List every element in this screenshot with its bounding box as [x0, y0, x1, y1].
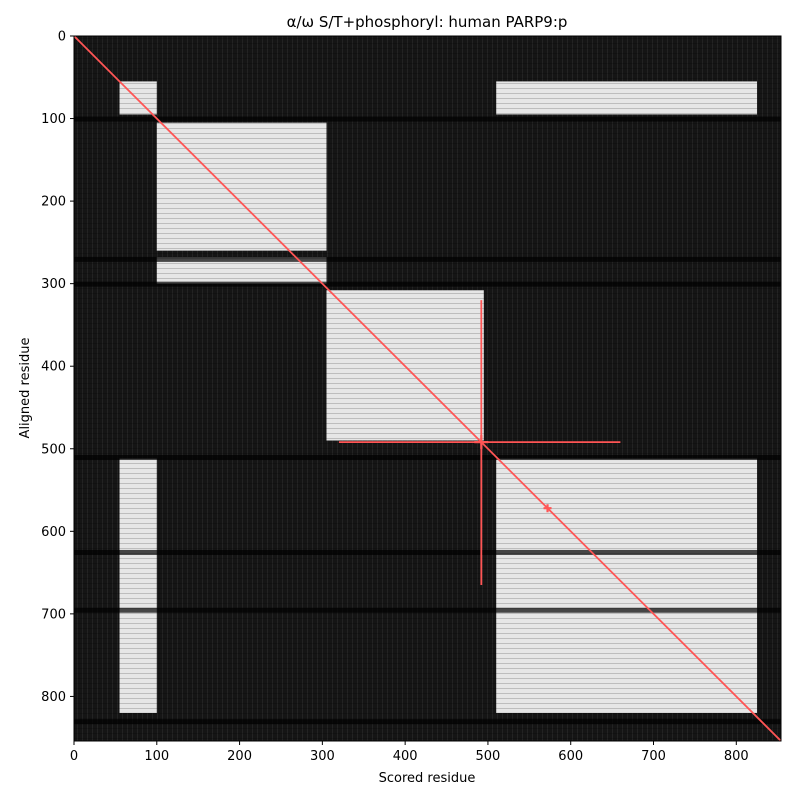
y-tick-label: 600 — [41, 525, 66, 540]
x-tick-label: 500 — [476, 749, 501, 764]
x-axis-label: Scored residue — [379, 771, 476, 786]
y-tick-label: 700 — [41, 607, 66, 622]
heatmap-plot-area — [74, 36, 781, 741]
y-tick-label: 200 — [41, 195, 66, 210]
y-axis-label: Aligned residue — [18, 338, 33, 439]
x-tick-label: 0 — [70, 749, 78, 764]
x-tick-label: 600 — [558, 749, 583, 764]
y-axis: 0 100 200 300 400 500 600 700 800 — [41, 30, 74, 705]
x-axis: 0 100 200 300 400 500 600 700 800 — [70, 741, 749, 764]
y-tick-label: 800 — [41, 690, 66, 705]
diagonal-end-marker — [776, 736, 781, 741]
y-tick-label: 100 — [41, 112, 66, 127]
x-tick-label: 800 — [724, 749, 749, 764]
plot-frame — [73, 35, 782, 742]
chart-title: α/ω S/T+phosphoryl: human PARP9:p — [287, 13, 568, 31]
y-tick-label: 300 — [41, 277, 66, 292]
x-tick-label: 700 — [641, 749, 666, 764]
marker-point — [474, 435, 489, 450]
x-tick-label: 200 — [227, 749, 252, 764]
diagonal-line — [74, 36, 781, 741]
marker-point — [543, 504, 552, 513]
y-tick-label: 500 — [41, 442, 66, 457]
x-tick-label: 100 — [144, 749, 169, 764]
y-tick-label: 400 — [41, 360, 66, 375]
y-tick-label: 0 — [58, 30, 66, 45]
diagonal-start-marker — [74, 36, 79, 41]
x-tick-label: 400 — [393, 749, 418, 764]
x-tick-label: 300 — [310, 749, 335, 764]
